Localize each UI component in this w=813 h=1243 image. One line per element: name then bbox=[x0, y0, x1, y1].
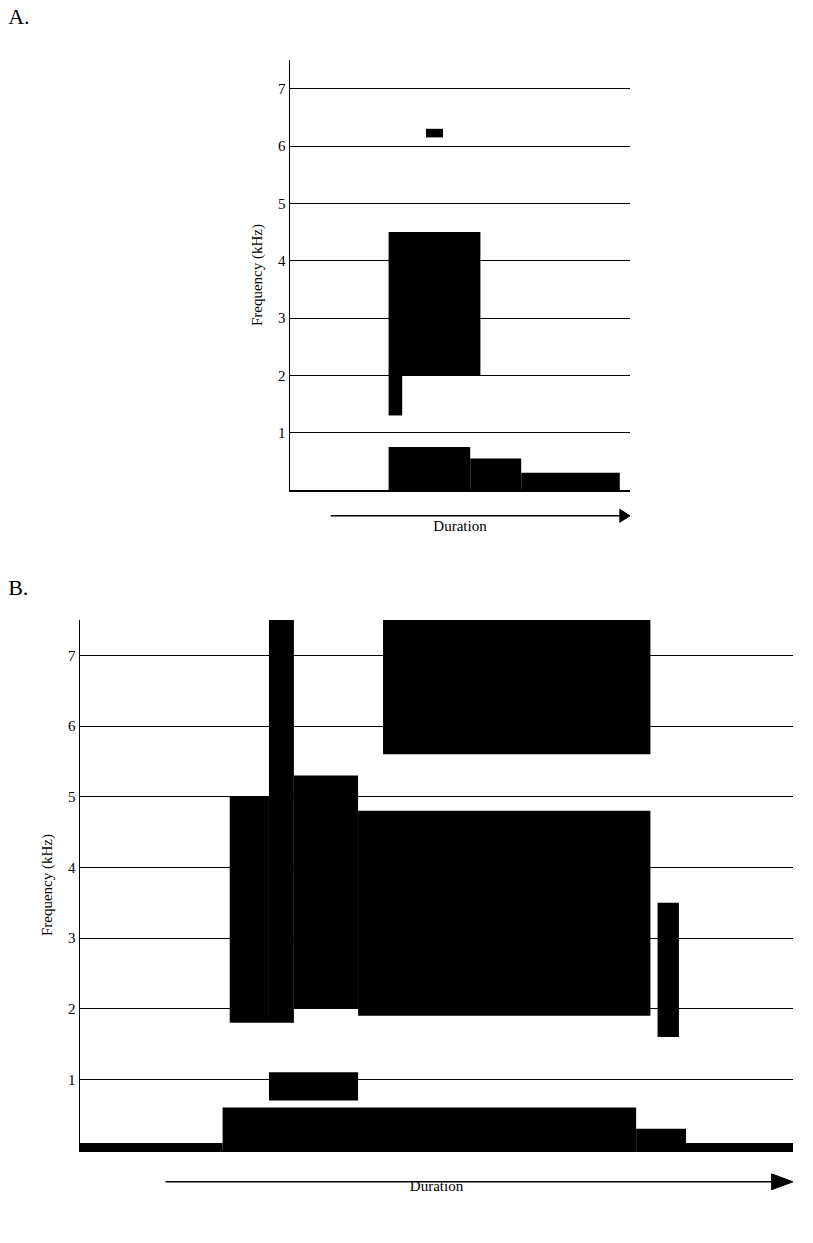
svg-text:7: 7 bbox=[68, 648, 76, 664]
svg-text:Frequency (kHz): Frequency (kHz) bbox=[249, 224, 266, 326]
svg-text:4: 4 bbox=[278, 253, 286, 269]
svg-text:6: 6 bbox=[68, 718, 76, 734]
svg-text:6: 6 bbox=[278, 138, 286, 154]
svg-text:1: 1 bbox=[278, 425, 286, 441]
svg-text:1: 1 bbox=[68, 1072, 76, 1088]
svg-text:7: 7 bbox=[278, 81, 286, 97]
svg-text:4: 4 bbox=[68, 860, 76, 876]
svg-text:Frequency (kHz): Frequency (kHz) bbox=[39, 834, 56, 936]
svg-text:B.: B. bbox=[8, 575, 28, 600]
svg-text:5: 5 bbox=[278, 196, 286, 212]
svg-text:A.: A. bbox=[8, 4, 29, 29]
svg-text:5: 5 bbox=[68, 789, 76, 805]
svg-text:Duration: Duration bbox=[410, 1178, 464, 1194]
svg-text:2: 2 bbox=[68, 1001, 76, 1017]
svg-text:Duration: Duration bbox=[433, 518, 487, 534]
svg-text:3: 3 bbox=[278, 310, 286, 326]
svg-text:2: 2 bbox=[278, 368, 286, 384]
svg-text:3: 3 bbox=[68, 930, 76, 946]
